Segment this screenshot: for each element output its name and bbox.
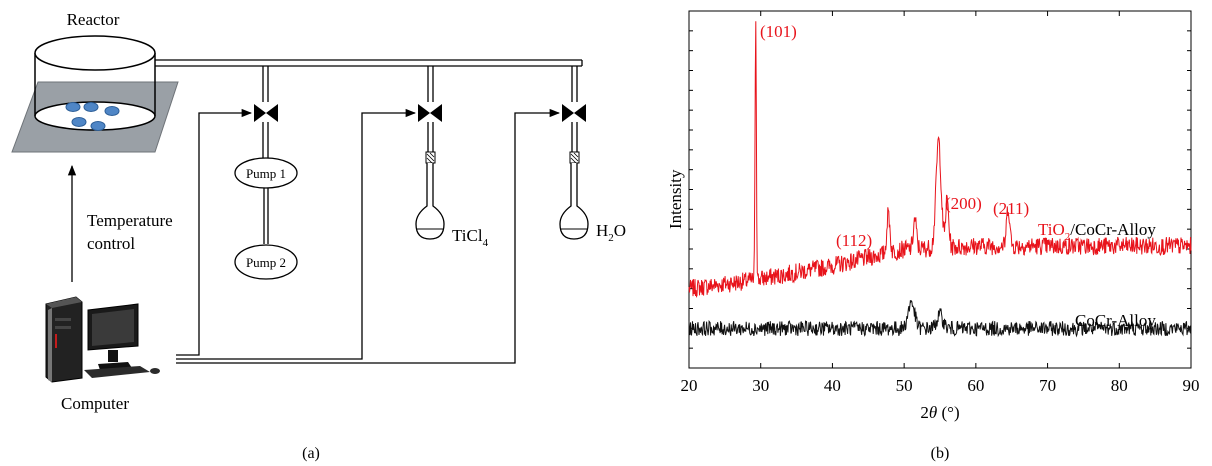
x-tick-label: 70 [1039, 376, 1056, 395]
series-label-tio2: TiO2/CoCr-Alloy [1038, 220, 1156, 243]
pump-1: Pump 1 [234, 157, 298, 189]
valve-pump-line [254, 104, 278, 122]
annotation-211: (211) [993, 199, 1029, 218]
y-axis-label: Intensity [666, 169, 685, 229]
x-tick-labels: 20 30 40 50 60 70 80 90 [681, 376, 1200, 395]
ticl4-flask: TiCl4 [415, 151, 489, 249]
x-axis-label: 2θ (°) [920, 403, 959, 422]
substrate-wafers [65, 102, 120, 131]
reactor [11, 35, 179, 153]
annotation-200: (200) [945, 194, 982, 213]
svg-text:H2O: H2O [596, 221, 626, 244]
x-tick-label: 80 [1111, 376, 1128, 395]
reactor-label: Reactor [67, 10, 120, 29]
x-tick-label: 50 [896, 376, 913, 395]
series-tio2-cocr-alloy-line [688, 21, 1192, 298]
svg-text:TiCl4: TiCl4 [452, 226, 489, 249]
pump-2: Pump 2 [234, 244, 298, 280]
x-tick-label: 40 [824, 376, 841, 395]
annotation-101: (101) [760, 22, 797, 41]
temperature-label-line2: control [87, 234, 135, 253]
svg-text:Pump 2: Pump 2 [246, 255, 286, 270]
y-ticks [689, 30, 1191, 349]
x-tick-label: 30 [752, 376, 769, 395]
series-cocr-alloy-line [688, 300, 1192, 338]
x-tick-label: 20 [681, 376, 698, 395]
reactor-lid [34, 35, 156, 71]
panel-a-schematic: Reactor [11, 10, 626, 462]
x-tick-label: 90 [1183, 376, 1200, 395]
panel-a-caption: (a) [302, 445, 320, 462]
annotation-112: (112) [836, 231, 872, 250]
svg-text:Pump 1: Pump 1 [246, 166, 286, 181]
series-label-cocr: CoCr-Alloy [1075, 311, 1156, 330]
control-lines [176, 108, 561, 364]
valve-h2o-line [562, 104, 586, 122]
panel-b-chart: 20 30 40 50 60 70 80 90 (101) (112) (200) (211)… [666, 10, 1200, 462]
x-tick-label: 60 [967, 376, 984, 395]
panel-b-caption: (b) [931, 445, 950, 462]
valve-ticl4-line [418, 104, 442, 122]
temperature-label-line1: Temperature [87, 211, 173, 230]
computer-icon [45, 296, 160, 383]
computer-label: Computer [61, 394, 129, 413]
h2o-flask: H2O [559, 151, 626, 244]
gas-manifold [155, 59, 583, 102]
x-ticks [688, 11, 1192, 368]
